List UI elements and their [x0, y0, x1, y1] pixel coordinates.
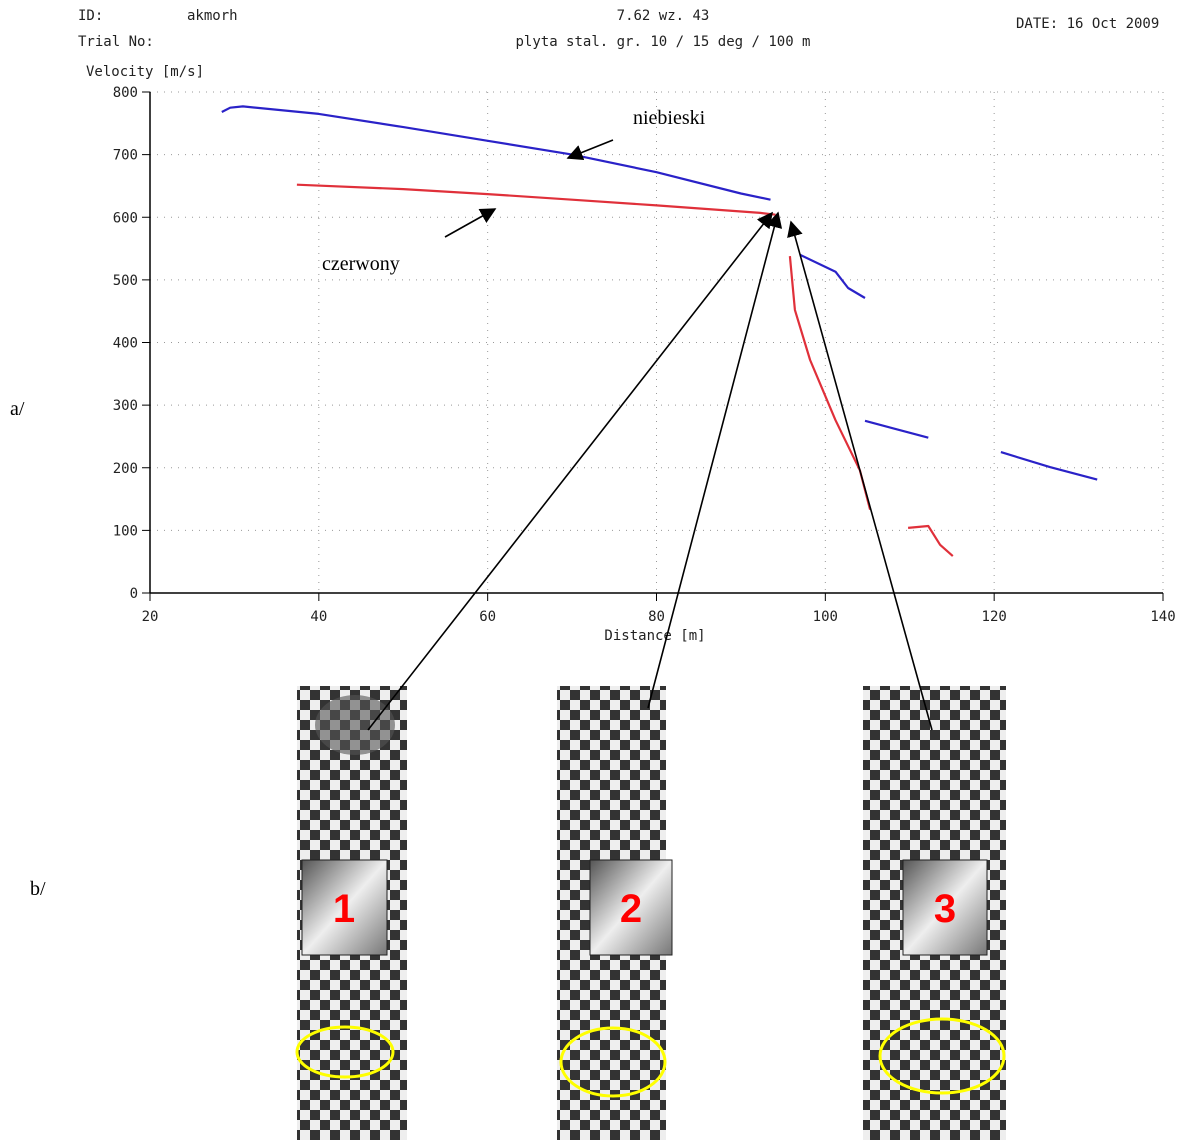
photo-number: 2	[620, 887, 642, 931]
x-tick-label: 140	[1150, 609, 1175, 625]
panel-label: b/	[30, 878, 46, 900]
photos: 1 2 3	[295, 686, 1006, 1140]
y-tick-label: 300	[113, 398, 138, 414]
highlight	[295, 1025, 395, 1079]
id-label: ID:	[78, 8, 103, 24]
ammo: 7.62 wz. 43	[617, 8, 710, 24]
series-line	[296, 183, 954, 557]
setup: plyta stal. gr. 10 / 15 deg / 100 m	[515, 34, 810, 50]
y-tick-label: 800	[113, 85, 138, 101]
y-tick-label: 100	[113, 523, 138, 539]
y-tick-label: 600	[113, 210, 138, 226]
photo-number: 1	[333, 887, 355, 931]
y-axis-label: Velocity [m/s]	[86, 64, 204, 80]
x-axis-label: Distance [m]	[604, 628, 705, 644]
debris	[315, 695, 395, 755]
photo-number: 3	[934, 887, 956, 931]
annotation: niebieski	[633, 107, 706, 129]
x-tick-label: 20	[142, 609, 159, 625]
arrow	[647, 211, 783, 709]
highlight	[559, 1026, 667, 1098]
x-tick-label: 120	[982, 609, 1007, 625]
id-value: akmorh	[187, 8, 238, 24]
y-tick-label: 400	[113, 336, 138, 352]
y-tick-label: 500	[113, 273, 138, 289]
annotation: czerwony	[322, 253, 400, 275]
arrows	[367, 139, 933, 731]
x-tick-label: 40	[310, 609, 327, 625]
label-box	[902, 859, 988, 956]
y-tick-label: 0	[130, 586, 138, 602]
arrow	[367, 211, 773, 731]
x-tick-label: 60	[479, 609, 496, 625]
label-box	[301, 859, 388, 956]
highlight	[878, 1017, 1006, 1095]
arrow	[566, 139, 614, 161]
y-tick-label: 200	[113, 461, 138, 477]
x-tick-label: 80	[648, 609, 665, 625]
trial-label: Trial No:	[78, 34, 154, 50]
y-tick-label: 700	[113, 148, 138, 164]
arrow	[787, 220, 933, 731]
x-tick-label: 100	[813, 609, 838, 625]
panel-label: a/	[10, 398, 25, 420]
date: DATE: 16 Oct 2009	[1016, 16, 1159, 32]
label-box	[589, 859, 673, 956]
arrow	[444, 208, 497, 238]
series-line	[221, 105, 1098, 481]
